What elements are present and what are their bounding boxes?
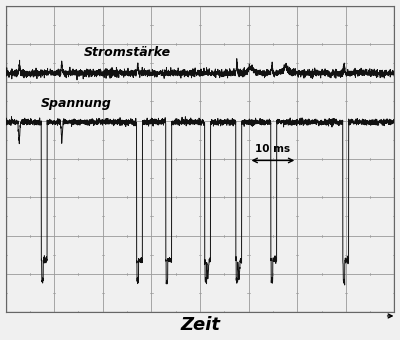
Text: Spannung: Spannung bbox=[40, 97, 112, 110]
Text: Stromstärke: Stromstärke bbox=[83, 46, 170, 59]
X-axis label: Zeit: Zeit bbox=[180, 317, 220, 335]
Text: 10 ms: 10 ms bbox=[255, 144, 290, 154]
